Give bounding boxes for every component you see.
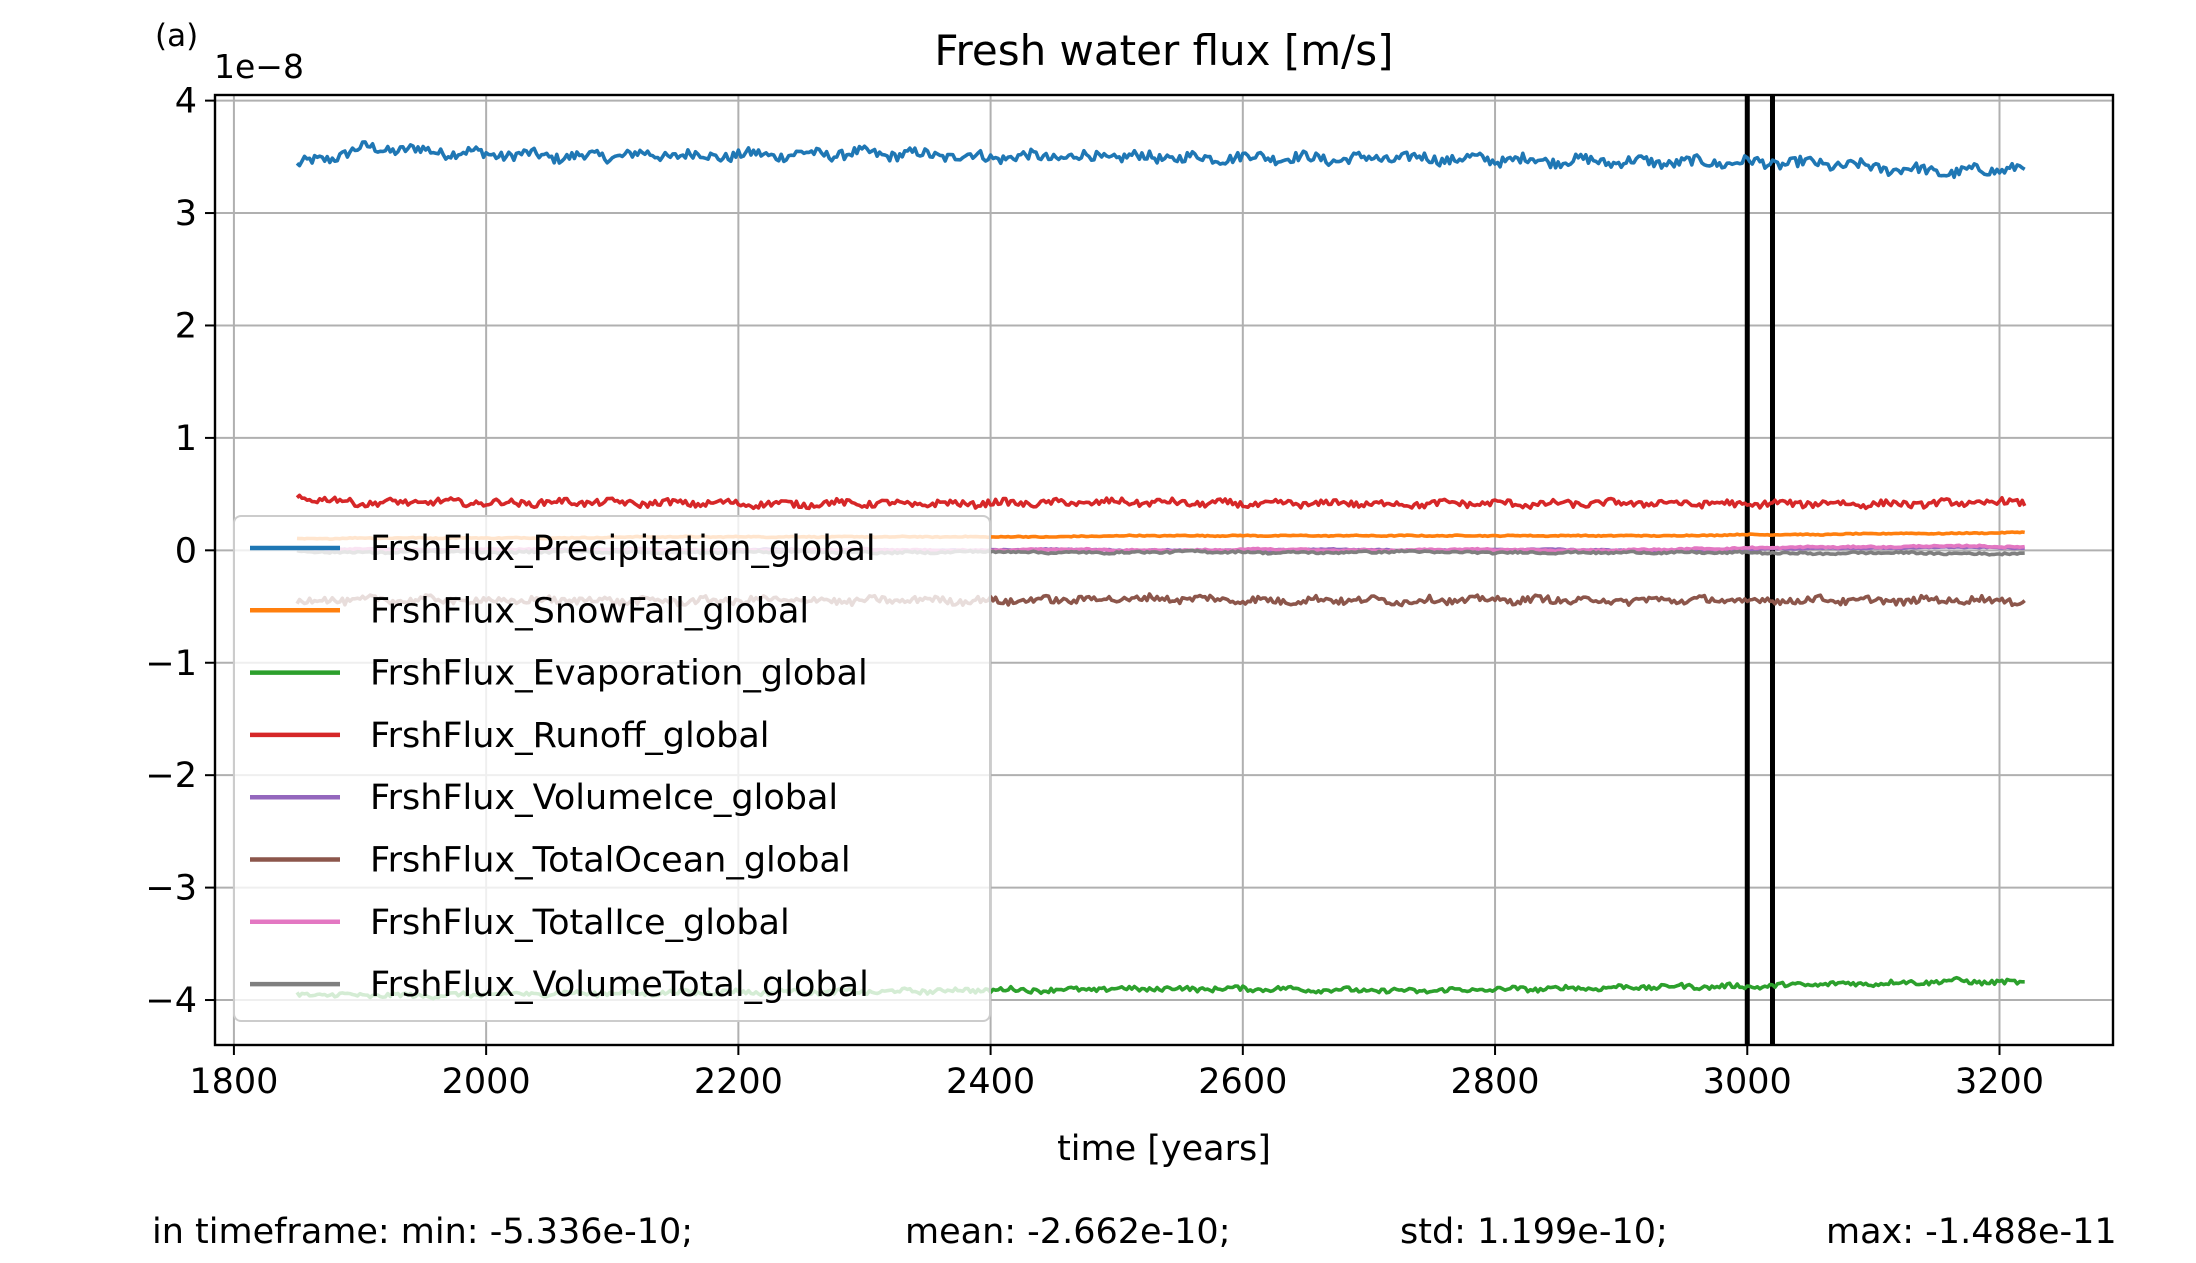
panel-label: (a)	[155, 18, 198, 54]
stat-std: std: 1.199e-10;	[1400, 1212, 1668, 1252]
series-line	[295, 140, 2026, 180]
chart-title: Fresh water flux [m/s]	[934, 26, 1393, 75]
legend-box	[233, 515, 991, 1022]
y-tick-label: 2	[175, 306, 197, 346]
legend-entry: FrshFlux_Evaporation_global	[370, 654, 868, 694]
y-axis-ticks: −4 −3 −2 −1 0 1 2 3 4	[145, 82, 215, 1021]
x-tick-label: 3000	[1703, 1062, 1792, 1102]
x-tick-label: 2800	[1451, 1062, 1540, 1102]
legend-entry: FrshFlux_Runoff_global	[370, 716, 770, 756]
vertical-markers	[1744, 95, 1775, 1045]
legend-entry: FrshFlux_VolumeIce_global	[370, 778, 838, 818]
y-offset-label: 1e−8	[214, 47, 304, 86]
x-tick-label: 3200	[1955, 1062, 2044, 1102]
y-tick-label: 0	[175, 531, 197, 571]
y-tick-label: −3	[145, 869, 197, 909]
plot-frame	[213, 93, 2115, 1047]
y-tick-label: −2	[145, 756, 197, 796]
x-tick-label: 2600	[1198, 1062, 1287, 1102]
stat-min: in timeframe: min: -5.336e-10;	[152, 1212, 693, 1252]
legend-entry: FrshFlux_VolumeTotal_global	[370, 965, 869, 1005]
stat-max: max: -1.488e-11	[1826, 1212, 2117, 1252]
y-tick-label: −1	[145, 644, 197, 684]
legend-entry: FrshFlux_Precipitation_global	[370, 529, 876, 569]
x-tick-label: 2400	[946, 1062, 1035, 1102]
y-tick-label: 3	[175, 194, 197, 234]
x-tick-label: 1800	[189, 1062, 278, 1102]
y-tick-label: 1	[175, 419, 197, 459]
y-tick-label: −4	[145, 981, 197, 1021]
y-tick-label: 4	[175, 82, 197, 122]
x-tick-label: 2000	[442, 1062, 531, 1102]
series-line	[295, 493, 2027, 511]
stat-mean: mean: -2.662e-10;	[905, 1212, 1231, 1252]
legend-entry: FrshFlux_SnowFall_global	[370, 591, 809, 631]
legend-entry: FrshFlux_TotalOcean_global	[370, 841, 851, 881]
x-axis-label: time [years]	[1057, 1129, 1271, 1169]
legend-entry: FrshFlux_TotalIce_global	[370, 903, 790, 943]
x-tick-label: 2200	[694, 1062, 783, 1102]
legend: FrshFlux_Precipitation_global FrshFlux_Sn…	[233, 515, 991, 1022]
x-axis-ticks: 1800 2000 2200 2400 2600 2800 3000 3200	[189, 1045, 2044, 1102]
